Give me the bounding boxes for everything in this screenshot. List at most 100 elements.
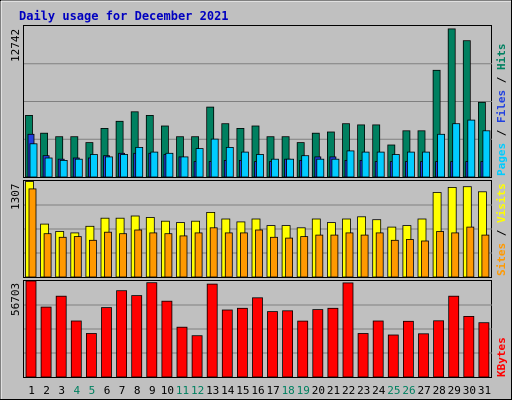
- bar-sites-day-21: [330, 234, 339, 278]
- bar-kbytes-day-25: [387, 334, 399, 378]
- bar-kbytes-day-10: [161, 300, 173, 378]
- bar-kbytes-day-6: [101, 307, 112, 378]
- bar-kbytes-day-29: [448, 295, 460, 378]
- legend-kbytes-wrap: KBytes: [495, 337, 508, 377]
- x-tick-label-day-17: 17: [266, 384, 279, 397]
- bar-sites-day-27: [421, 240, 429, 278]
- bar-sites-day-6: [104, 231, 112, 278]
- bar-files-day-31: [482, 130, 491, 178]
- x-tick-label-day-23: 23: [357, 384, 370, 397]
- legend-kbytes: KBytes: [495, 337, 508, 377]
- bar-files-day-4: [74, 158, 83, 178]
- bar-sites-day-28: [436, 231, 445, 278]
- x-tick-label-day-19: 19: [297, 384, 310, 397]
- bar-kbytes-day-7: [116, 290, 127, 378]
- x-tick-label-day-8: 8: [134, 384, 141, 397]
- bar-files-day-13: [210, 138, 219, 178]
- bar-sites-day-22: [345, 232, 354, 278]
- bar-kbytes-day-5: [86, 333, 97, 378]
- legend-sites: Sites: [495, 243, 508, 276]
- x-tick-label-day-6: 6: [104, 384, 111, 397]
- x-tick-labels: 1 2 3 4 5 6 7 8 9 10 11 12 13 14 15 16 17 18 19 20 21 22 23 24 2…: [28, 384, 491, 397]
- bar-files-day-12: [195, 148, 204, 178]
- bar-kbytes-day-30: [463, 315, 475, 378]
- bar-files-day-5: [90, 154, 98, 178]
- bar-files-day-16: [256, 154, 264, 178]
- bar-kbytes-day-31: [478, 322, 490, 378]
- bar-files-day-26: [406, 151, 415, 178]
- bar-sites-day-26: [405, 239, 414, 278]
- x-tick-label-day-16: 16: [251, 384, 264, 397]
- bar-files-day-15: [240, 151, 249, 178]
- bar-files-day-21: [331, 158, 340, 178]
- bar-kbytes-day-20: [312, 309, 324, 378]
- bar-kbytes-day-24: [372, 320, 384, 378]
- bar-sites-day-25: [390, 239, 399, 278]
- x-tick-label-day-22: 22: [342, 384, 355, 397]
- bars-layer: [25, 28, 491, 378]
- bar-kbytes-day-22: [342, 282, 354, 378]
- bar-sites-day-4: [73, 236, 82, 278]
- bar-files-day-22: [346, 150, 355, 178]
- bar-kbytes-day-3: [55, 295, 67, 378]
- x-tick-label-day-24: 24: [372, 384, 386, 397]
- bar-kbytes-day-23: [357, 333, 369, 378]
- ymax-label-kbytes: 56703: [9, 283, 22, 316]
- bar-sites-day-31: [481, 234, 490, 278]
- x-tick-label-day-29: 29: [448, 384, 461, 397]
- x-tick-label-day-3: 3: [58, 384, 65, 397]
- bar-files-day-7: [120, 154, 128, 178]
- bar-sites-day-18: [285, 237, 294, 278]
- bar-sites-day-23: [360, 234, 369, 278]
- legend-sep-2: /: [495, 70, 508, 90]
- bar-kbytes-day-15: [236, 307, 248, 378]
- bar-kbytes-day-11: [176, 326, 188, 378]
- x-tick-label-day-11: 11: [176, 384, 189, 397]
- bar-sites-day-30: [466, 226, 475, 278]
- bar-files-day-9: [150, 151, 159, 178]
- bar-sites-day-2: [43, 233, 52, 278]
- bar-kbytes-day-2: [40, 306, 52, 378]
- bar-kbytes-day-16: [252, 297, 263, 378]
- x-tick-label-day-31: 31: [478, 384, 491, 397]
- bar-files-day-18: [286, 158, 295, 178]
- x-tick-label-day-9: 9: [149, 384, 156, 397]
- bar-kbytes-day-13: [206, 283, 218, 378]
- bar-sites-day-17: [270, 236, 278, 278]
- bar-sites-day-29: [451, 232, 460, 278]
- bar-files-day-19: [301, 155, 310, 178]
- bar-files-day-20: [316, 158, 325, 178]
- bar-sites-day-14: [224, 232, 233, 278]
- bar-files-day-25: [391, 154, 400, 178]
- bar-files-day-14: [225, 146, 234, 178]
- bar-files-day-29: [452, 123, 461, 178]
- ymax-label-hits: 12742: [9, 29, 22, 62]
- x-tick-label-day-14: 14: [221, 384, 235, 397]
- x-tick-label-day-30: 30: [463, 384, 476, 397]
- bar-files-day-1: [29, 143, 38, 178]
- bar-kbytes-day-4: [70, 320, 82, 378]
- chart-title: Daily usage for December 2021: [19, 9, 229, 23]
- legend-files: Files: [495, 90, 508, 123]
- bar-sites-day-24: [375, 232, 384, 278]
- bar-sites-day-19: [300, 236, 309, 278]
- legend-hits-files-pages: Pages / Files / Hits: [495, 44, 508, 177]
- bar-sites-day-3: [58, 236, 67, 278]
- bar-kbytes-day-9: [146, 282, 158, 378]
- bar-files-day-17: [271, 158, 279, 178]
- bar-sites-day-13: [209, 227, 218, 278]
- bar-files-day-2: [44, 157, 53, 178]
- ymax-label-visits: 1307: [9, 184, 22, 211]
- legend-sep-3: /: [495, 223, 508, 243]
- bar-files-day-6: [105, 156, 113, 178]
- bar-sites-day-7: [119, 233, 127, 278]
- bar-kbytes-day-12: [191, 335, 203, 378]
- bar-kbytes-day-17: [267, 311, 278, 378]
- bar-kbytes-day-21: [327, 307, 339, 378]
- bar-files-day-3: [59, 159, 68, 178]
- bar-sites-day-9: [149, 232, 158, 278]
- bar-files-day-8: [135, 146, 144, 178]
- bar-sites-day-8: [134, 229, 143, 278]
